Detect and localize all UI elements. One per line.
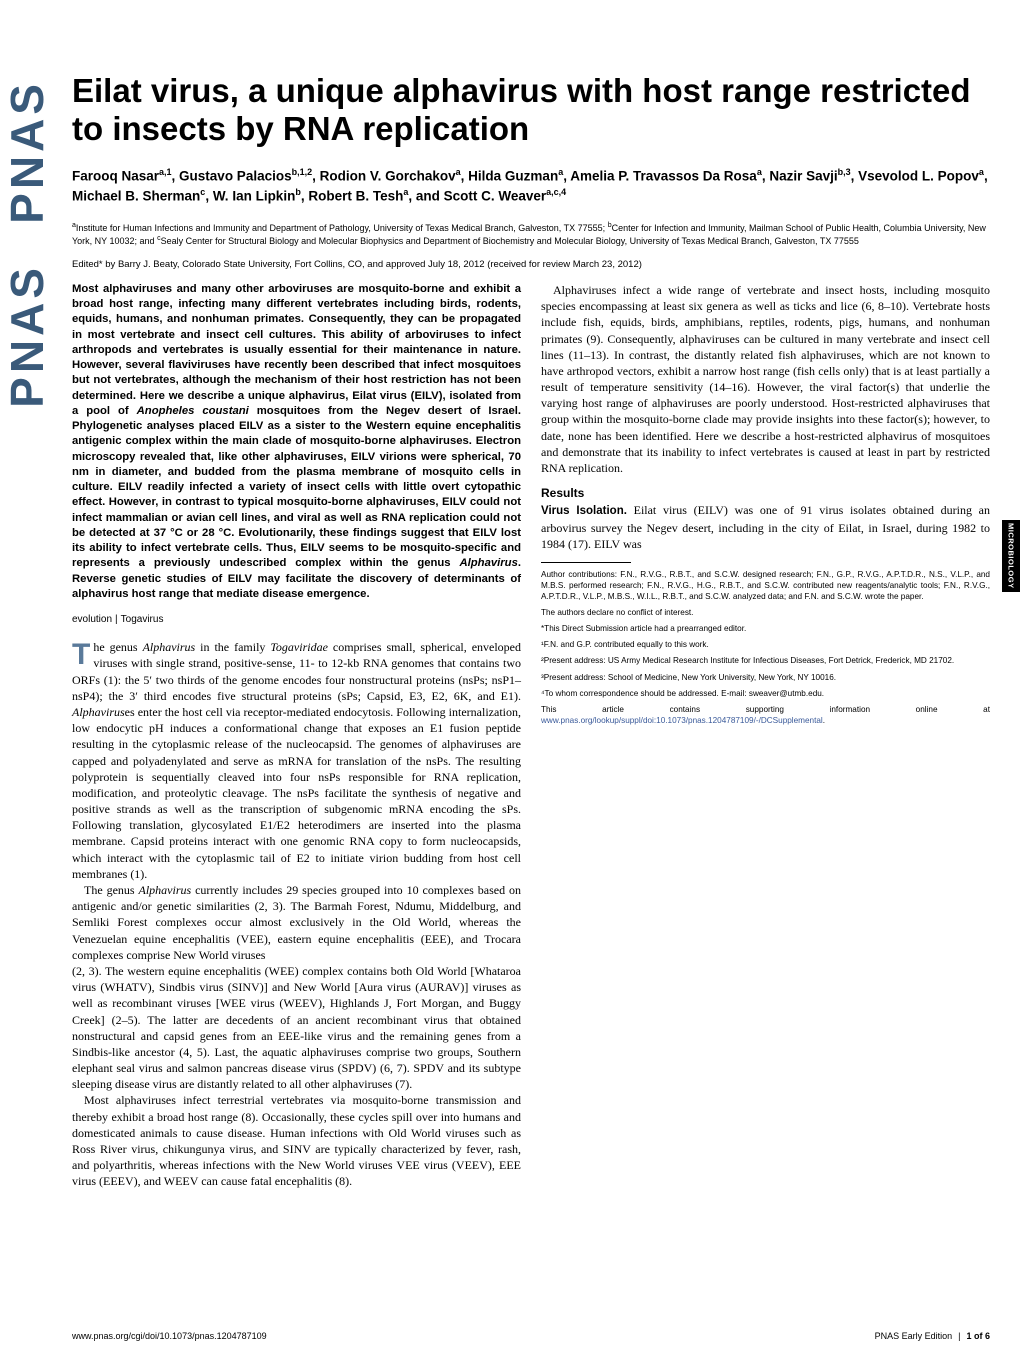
footnote-rule [541,562,631,563]
footer-journal: PNAS Early Edition [875,1331,953,1341]
two-column-body: Most alphaviruses and many other arbovir… [72,282,990,1202]
pnas-side-logo: PNAS PNAS [0,80,52,880]
results-virus-isolation: Virus Isolation. Eilat virus (EILV) was … [541,502,990,552]
abstract: Most alphaviruses and many other arbovir… [72,282,521,602]
body-p2: The genus Alphavirus currently includes … [72,882,521,963]
edited-line: Edited* by Barry J. Beaty, Colorado Stat… [72,259,990,270]
pnas-logo-text-2: PNAS [0,264,52,408]
page-footer: www.pnas.org/cgi/doi/10.1073/pnas.120478… [72,1331,990,1341]
footnote-addr3: ³Present address: School of Medicine, Ne… [541,672,990,683]
results-heading: Results [541,486,990,500]
footnote-corr: ⁴To whom correspondence should be addres… [541,688,990,699]
body-p4: Most alphaviruses infect terrestrial ver… [72,1092,521,1189]
footnote-direct: *This Direct Submission article had a pr… [541,623,990,634]
subsection-label: Virus Isolation. [541,505,627,517]
keyword-1: evolution [72,614,112,625]
footer-page: 1 of 6 [966,1331,990,1341]
affiliations: aInstitute for Human Infections and Immu… [72,221,990,247]
section-tab: MICROBIOLOGY [1002,520,1020,592]
body-p5: Alphaviruses infect a wide range of vert… [541,282,990,476]
supp-link[interactable]: www.pnas.org/lookup/suppl/doi:10.1073/pn… [541,716,823,725]
footnote-conflict: The authors declare no conflict of inter… [541,607,990,618]
footnote-supp: This article contains supporting informa… [541,704,990,726]
supp-prefix: This article contains supporting informa… [541,705,990,714]
author-list: Farooq Nasara,1, Gustavo Palaciosb,1,2, … [72,166,990,207]
supp-suffix: . [823,716,825,725]
article-title: Eilat virus, a unique alphavirus with ho… [72,72,990,148]
dropcap: T [72,639,93,668]
footer-doi: www.pnas.org/cgi/doi/10.1073/pnas.120478… [72,1331,267,1341]
footer-right: PNAS Early Edition|1 of 6 [875,1331,990,1341]
keyword-2: Togavirus [121,614,164,625]
footnote-contributions: Author contributions: F.N., R.V.G., R.B.… [541,569,990,602]
footnote-equal: ¹F.N. and G.P. contributed equally to th… [541,639,990,650]
pnas-logo-text: PNAS [0,80,52,224]
keywords: evolution|Togavirus [72,614,521,625]
article-content: Eilat virus, a unique alphavirus with ho… [72,0,990,1202]
body-p3: (2, 3). The western equine encephalitis … [72,963,521,1093]
footnote-addr2: ²Present address: US Army Medical Resear… [541,655,990,666]
body-p1: The genus Alphavirus in the family Togav… [72,639,521,882]
